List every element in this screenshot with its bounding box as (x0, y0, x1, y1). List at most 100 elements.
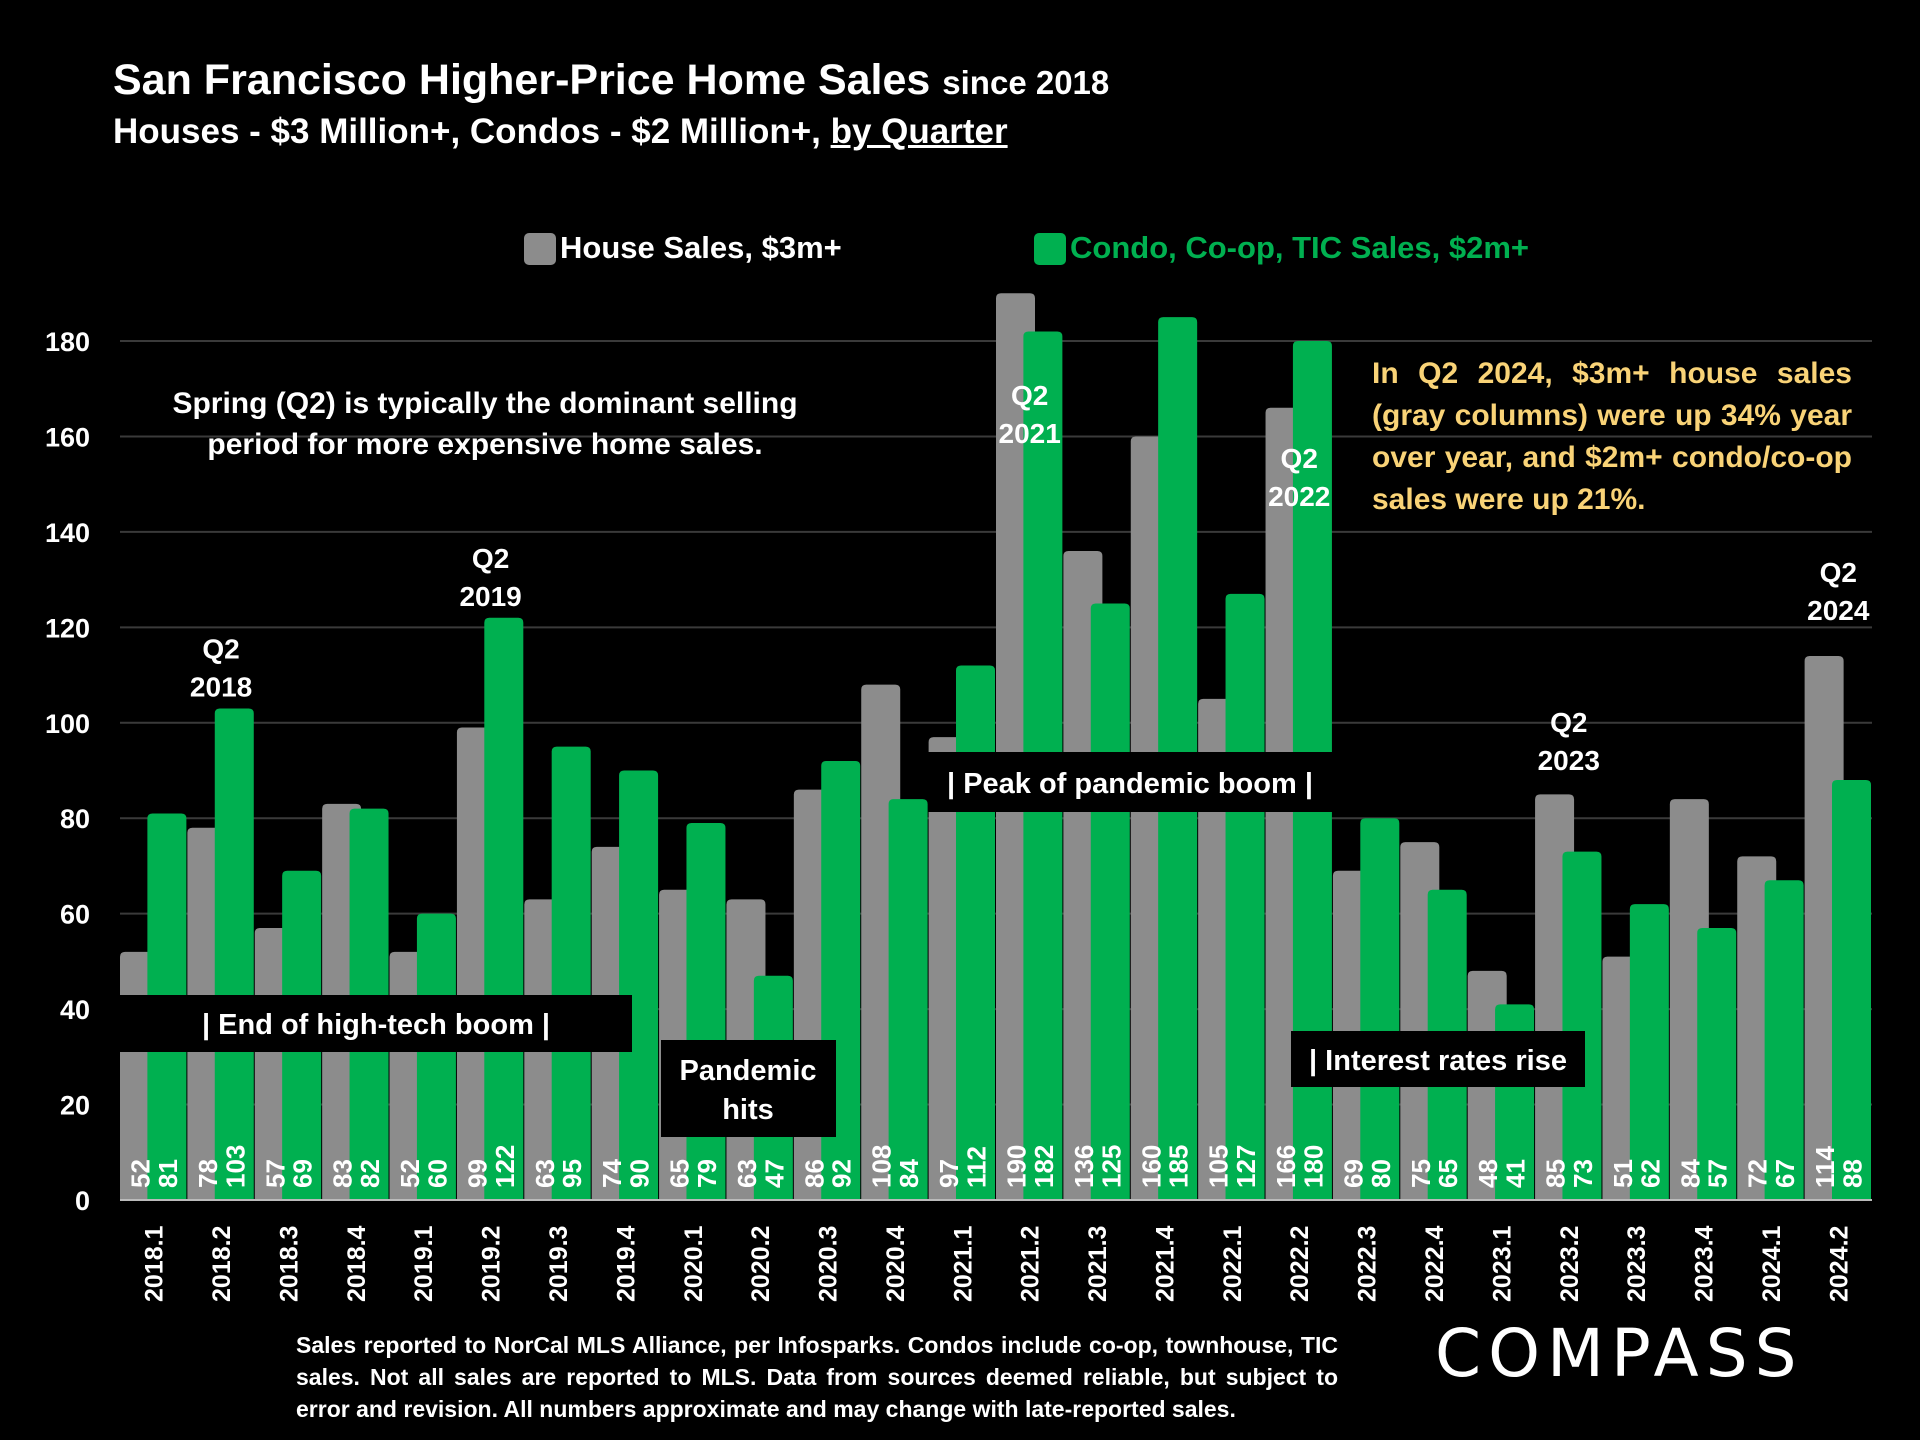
x-tick-label: 2022.4 (1421, 1225, 1449, 1302)
house-value-label: 105 (1204, 1145, 1234, 1188)
annotation-interest-rates: | Interest rates rise (1291, 1031, 1585, 1087)
q2-label-quarter: Q2 (1820, 557, 1857, 588)
condo-value-label: 67 (1770, 1159, 1800, 1188)
annotation-pandemic-text: hits (722, 1094, 774, 1126)
q2-label-year: 2023 (1538, 745, 1600, 776)
condo-value-label: 122 (490, 1145, 520, 1188)
chart-title-suffix: since 2018 (942, 64, 1110, 101)
x-tick-label: 2020.2 (747, 1226, 775, 1302)
condo-value-label: 79 (692, 1159, 722, 1188)
x-tick-label: 2021.2 (1017, 1226, 1045, 1302)
condo-value-label: 88 (1838, 1159, 1868, 1188)
chart-subtitle: Houses - $3 Million+, Condos - $2 Millio… (113, 112, 1008, 152)
y-tick-label: 160 (45, 422, 90, 452)
chart-title: San Francisco Higher-Price Home Sales si… (113, 56, 1109, 105)
condo-bar (888, 799, 928, 1200)
x-tick-label: 2022.2 (1286, 1226, 1314, 1302)
y-tick-label: 80 (60, 804, 90, 834)
house-value-label: 83 (328, 1159, 358, 1188)
house-value-label: 52 (126, 1159, 156, 1188)
condo-value-label: 185 (1164, 1145, 1194, 1188)
condo-value-label: 125 (1096, 1145, 1126, 1188)
annotation-high-tech: | End of high-tech boom | (120, 995, 632, 1052)
house-value-label: 97 (934, 1159, 964, 1188)
condo-value-label: 90 (625, 1159, 655, 1188)
x-tick-label: 2021.4 (1151, 1225, 1179, 1302)
condo-value-label: 112 (962, 1146, 992, 1188)
q2-label-year: 2022 (1268, 481, 1330, 512)
house-value-label: 72 (1743, 1159, 1773, 1188)
x-tick-label: 2020.4 (882, 1225, 910, 1302)
x-tick-label: 2020.3 (815, 1226, 843, 1302)
y-tick-label: 40 (60, 995, 90, 1025)
x-tick-label: 2023.1 (1488, 1225, 1516, 1302)
subtitle-main: Houses - $3 Million+, Condos - $2 Millio… (113, 112, 831, 151)
annotation-interest-rates-bg (1291, 1031, 1585, 1087)
annotation-pandemic-boom-text: | Peak of pandemic boom | (947, 768, 1313, 800)
annotation-pandemic-boom-bg (928, 752, 1332, 812)
q2-label-year: 2019 (459, 581, 521, 612)
house-value-label: 136 (1069, 1145, 1099, 1188)
x-tick-label: 2022.1 (1219, 1225, 1247, 1302)
house-value-label: 108 (867, 1145, 897, 1188)
house-value-label: 99 (462, 1159, 492, 1188)
y-tick-label: 180 (45, 327, 90, 357)
condo-bar (1832, 780, 1871, 1200)
house-value-label: 51 (1608, 1159, 1638, 1188)
q2-label-year: 2021 (999, 418, 1061, 449)
house-value-label: 85 (1541, 1159, 1571, 1188)
q2-2024-callout: In Q2 2024, $3m+ house sales (gray colum… (1372, 357, 1852, 516)
q2-label-year: 2024 (1807, 595, 1870, 626)
x-tick-label: 2021.3 (1084, 1226, 1112, 1302)
subtitle-underlined: by Quarter (830, 112, 1008, 151)
condo-bar (416, 913, 456, 1200)
footnote: Sales reported to NorCal MLS Alliance, p… (296, 1332, 1338, 1422)
q2-label-quarter: Q2 (472, 543, 509, 574)
house-value-label: 84 (1675, 1159, 1705, 1188)
condo-value-label: 82 (355, 1159, 385, 1188)
condo-value-label: 57 (1703, 1159, 1733, 1188)
house-value-label: 69 (1338, 1159, 1368, 1188)
condo-value-label: 103 (220, 1145, 250, 1188)
house-value-label: 114 (1810, 1146, 1840, 1188)
q2-label-quarter: Q2 (1550, 707, 1587, 738)
condo-bar (214, 708, 254, 1200)
annotation-high-tech-bg (120, 995, 632, 1052)
y-tick-label: 0 (75, 1186, 90, 1216)
condo-bar (1697, 927, 1737, 1200)
condo-bar (1225, 593, 1265, 1200)
y-tick-label: 120 (45, 613, 90, 643)
condo-bar (619, 770, 659, 1200)
condo-bar (1562, 851, 1602, 1200)
x-tick-label: 2023.3 (1623, 1226, 1651, 1302)
condo-value-label: 47 (759, 1159, 789, 1188)
legend-condo-label: Condo, Co-op, TIC Sales, $2m+ (1070, 230, 1529, 265)
x-tick-label: 2018.4 (343, 1225, 371, 1302)
condo-value-label: 180 (1298, 1145, 1328, 1188)
q2-label-quarter: Q2 (202, 633, 239, 664)
condo-bar (551, 746, 591, 1200)
annotation-pandemic: Pandemic hits (661, 1040, 836, 1137)
condo-bar (1360, 818, 1400, 1200)
annotation-pandemic-boom: | Peak of pandemic boom | (928, 752, 1332, 812)
condo-value-label: 73 (1568, 1159, 1598, 1188)
house-value-label: 63 (530, 1159, 560, 1188)
condo-value-label: 81 (153, 1159, 183, 1188)
condo-value-label: 127 (1231, 1145, 1261, 1188)
condo-value-label: 182 (1029, 1145, 1059, 1188)
condo-bar (686, 822, 726, 1200)
condo-value-label: 69 (288, 1159, 318, 1188)
annotation-pandemic-text: Pandemic (680, 1055, 817, 1087)
annotation-high-tech-text: | End of high-tech boom | (202, 1009, 550, 1041)
x-tick-label: 2018.2 (208, 1226, 236, 1302)
condo-value-label: 95 (557, 1159, 587, 1188)
house-value-label: 190 (1002, 1145, 1032, 1188)
house-value-label: 74 (597, 1159, 627, 1188)
legend-condo-swatch (1034, 233, 1066, 265)
condo-bar (956, 665, 995, 1200)
condo-value-label: 84 (894, 1159, 924, 1188)
legend: House Sales, $3m+ Condo, Co-op, TIC Sales… (524, 230, 1529, 265)
house-value-label: 86 (799, 1159, 829, 1188)
annotation-interest-rates-text: | Interest rates rise (1309, 1045, 1567, 1077)
